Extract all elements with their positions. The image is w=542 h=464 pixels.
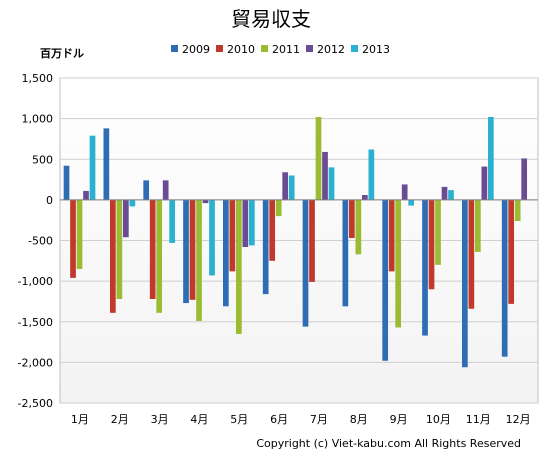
bar-2011-9 [395, 199, 402, 328]
bar-2010-5 [229, 199, 236, 272]
bar-2009-4 [183, 199, 189, 304]
legend-swatch [261, 45, 268, 52]
bar-2012-2 [123, 199, 129, 238]
bar-2013-10 [448, 190, 454, 200]
copyright-footer: Copyright (c) Viet-kabu.com All Rights R… [256, 437, 521, 450]
bar-2009-9 [382, 199, 389, 361]
y-tick-label: -1,500 [18, 316, 53, 329]
legend-swatch [171, 45, 178, 52]
legend-label: 2013 [362, 43, 390, 56]
bar-2012-10 [441, 186, 448, 200]
gridlines [60, 77, 538, 404]
bar-2009-2 [103, 128, 110, 200]
chart-title: 貿易収支 [231, 7, 311, 31]
bar-2010-4 [189, 199, 196, 300]
bar-2009-7 [302, 199, 309, 327]
y-tick-label: 500 [32, 153, 53, 166]
x-tick-label: 6月 [270, 413, 288, 426]
bar-2011-6 [275, 199, 282, 217]
bar-2012-12 [521, 158, 528, 200]
bar-2011-5 [236, 199, 242, 334]
y-tick-label: -2,500 [18, 397, 53, 410]
bar-2009-1 [63, 165, 70, 200]
bar-2009-11 [462, 199, 468, 368]
bar-2013-2 [129, 199, 136, 207]
bar-2012-1 [83, 190, 89, 200]
bar-2009-6 [262, 199, 269, 295]
bar-2011-3 [156, 199, 163, 313]
bar-2011-12 [514, 199, 521, 221]
bar-2011-4 [196, 199, 202, 321]
bar-2009-8 [342, 199, 349, 307]
x-tick-label: 9月 [390, 413, 408, 426]
bar-2012-11 [481, 166, 488, 200]
x-axis-ticks: 1月 2月 3月 4月 5月 6月 7月 8月 9月 10月 11月 12月 [71, 413, 531, 426]
bar-2010-2 [110, 199, 116, 313]
bar-2013-4 [209, 199, 215, 276]
bar-2009-12 [501, 199, 508, 357]
y-axis-unit-label: 百万ドル [40, 47, 84, 60]
bar-2013-5 [249, 199, 255, 246]
bars [63, 117, 528, 368]
bar-2011-7 [315, 117, 322, 200]
x-tick-label: 4月 [190, 413, 208, 426]
bar-2013-1 [89, 135, 96, 200]
x-tick-label: 3月 [151, 413, 169, 426]
bar-2010-10 [428, 199, 435, 290]
bar-2013-9 [408, 199, 415, 206]
legend-label: 2011 [272, 43, 300, 56]
bar-2012-4 [202, 199, 209, 204]
bar-2012-3 [162, 180, 169, 200]
bar-2013-8 [368, 149, 375, 200]
legend-label: 2009 [182, 43, 210, 56]
x-tick-label: 2月 [111, 413, 129, 426]
bar-2011-10 [435, 199, 441, 265]
bar-2011-2 [116, 199, 123, 299]
bar-2011-8 [355, 199, 362, 255]
x-tick-label: 11月 [466, 413, 491, 426]
bar-2013-3 [169, 199, 176, 243]
bar-2012-8 [362, 195, 368, 200]
x-tick-label: 10月 [426, 413, 451, 426]
bar-2010-7 [309, 199, 315, 282]
bar-2010-6 [269, 199, 276, 261]
bar-2013-6 [288, 175, 295, 200]
bar-2013-7 [328, 167, 335, 200]
bar-2012-6 [282, 172, 289, 200]
bar-2010-8 [349, 199, 355, 239]
legend-swatch [306, 45, 313, 52]
bar-2009-10 [422, 199, 428, 336]
y-tick-label: -2,000 [18, 356, 53, 369]
legend-label: 2012 [317, 43, 345, 56]
bar-2010-3 [149, 199, 156, 299]
x-tick-label: 12月 [506, 413, 531, 426]
bar-2009-5 [223, 199, 229, 307]
bar-2012-9 [401, 184, 408, 200]
y-tick-label: 1,000 [22, 113, 54, 126]
y-tick-label: 0 [46, 194, 53, 207]
y-tick-label: 1,500 [22, 72, 54, 85]
bar-2012-7 [322, 151, 328, 200]
bar-2013-11 [488, 117, 494, 200]
legend-label: 2010 [227, 43, 255, 56]
bar-2010-11 [468, 199, 475, 309]
bar-2010-1 [70, 199, 76, 278]
x-tick-label: 5月 [230, 413, 248, 426]
x-tick-label: 1月 [71, 413, 89, 426]
y-axis-ticks: 1,500 1,000 500 0 -500 -1,000 -1,500 -2,000 -2,5… [18, 72, 53, 410]
bar-2011-1 [76, 199, 83, 269]
legend-swatch [216, 45, 223, 52]
x-tick-label: 8月 [350, 413, 368, 426]
bar-2010-12 [508, 199, 515, 304]
y-tick-label: -1,000 [18, 275, 53, 288]
bar-2009-3 [143, 180, 150, 200]
legend-swatch [351, 45, 358, 52]
bar-2012-5 [242, 199, 249, 247]
bar-2010-9 [388, 199, 395, 272]
bar-2011-11 [475, 199, 481, 252]
legend: 2009 2010 2011 2012 2013 [171, 43, 390, 56]
y-tick-label: -500 [28, 235, 53, 248]
x-tick-label: 7月 [310, 413, 328, 426]
